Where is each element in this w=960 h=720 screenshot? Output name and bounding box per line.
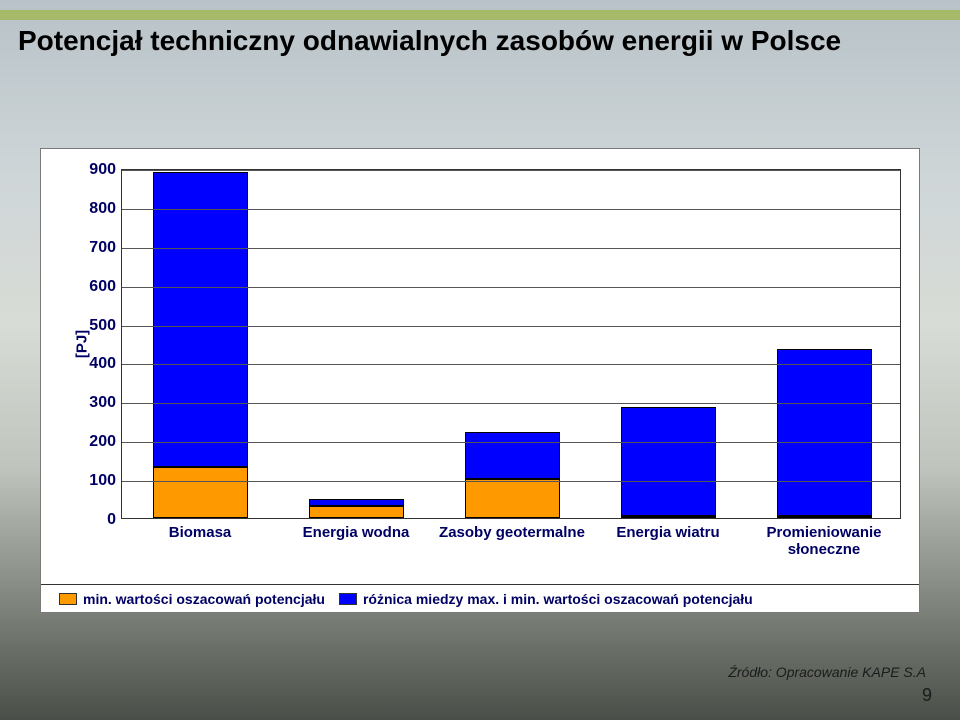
y-tick-label: 400 [76, 355, 116, 373]
swatch-min [59, 593, 77, 605]
y-tick-label: 700 [76, 239, 116, 257]
bar-seg-diff [309, 499, 404, 507]
y-tick-label: 100 [76, 472, 116, 490]
y-tick-label: 200 [76, 433, 116, 451]
y-tick-label: 900 [76, 161, 116, 179]
gridline [122, 209, 900, 210]
page-title: Potencjał techniczny odnawialnych zasobó… [18, 25, 841, 57]
legend-label-diff: różnica miedzy max. i min. wartości osza… [363, 591, 753, 607]
y-tick-label: 800 [76, 200, 116, 218]
x-tick-label: Promieniowanie słoneczne [746, 524, 902, 559]
x-tick-label: Energia wodna [278, 524, 434, 541]
bar-seg-diff [621, 407, 716, 516]
bar-seg-min [465, 479, 560, 518]
gridline [122, 403, 900, 404]
bar-seg-diff [153, 172, 248, 468]
gridline [122, 326, 900, 327]
bar-seg-min [309, 506, 404, 518]
gridline [122, 481, 900, 482]
y-tick-label: 0 [76, 511, 116, 529]
x-tick-label: Biomasa [122, 524, 278, 541]
plot-area: [PJ] BiomasaEnergia wodnaZasoby geoterma… [121, 169, 901, 519]
y-tick-label: 500 [76, 317, 116, 335]
gridline [122, 442, 900, 443]
page-number: 9 [922, 685, 932, 706]
bar-seg-diff [465, 432, 560, 479]
bar-seg-min [777, 516, 872, 518]
bars-container: BiomasaEnergia wodnaZasoby geotermalneEn… [122, 170, 900, 518]
gridline [122, 170, 900, 171]
bar-seg-min [621, 516, 716, 518]
chart-frame: [PJ] BiomasaEnergia wodnaZasoby geoterma… [40, 148, 920, 613]
x-tick-label: Energia wiatru [590, 524, 746, 541]
title-band: Potencjał techniczny odnawialnych zasobó… [0, 14, 960, 68]
y-tick-label: 600 [76, 278, 116, 296]
legend-item-min: min. wartości oszacowań potencjału [59, 591, 325, 607]
y-tick-label: 300 [76, 394, 116, 412]
bar-seg-min [153, 467, 248, 518]
swatch-diff [339, 593, 357, 605]
legend-label-min: min. wartości oszacowań potencjału [83, 591, 325, 607]
bar-seg-diff [777, 349, 872, 516]
gridline [122, 287, 900, 288]
source-caption: Źródło: Opracowanie KAPE S.A [728, 664, 926, 680]
legend-item-diff: różnica miedzy max. i min. wartości osza… [339, 591, 753, 607]
x-tick-label: Zasoby geotermalne [434, 524, 590, 541]
gridline [122, 364, 900, 365]
gridline [122, 248, 900, 249]
legend: min. wartości oszacowań potencjału różni… [41, 584, 919, 612]
